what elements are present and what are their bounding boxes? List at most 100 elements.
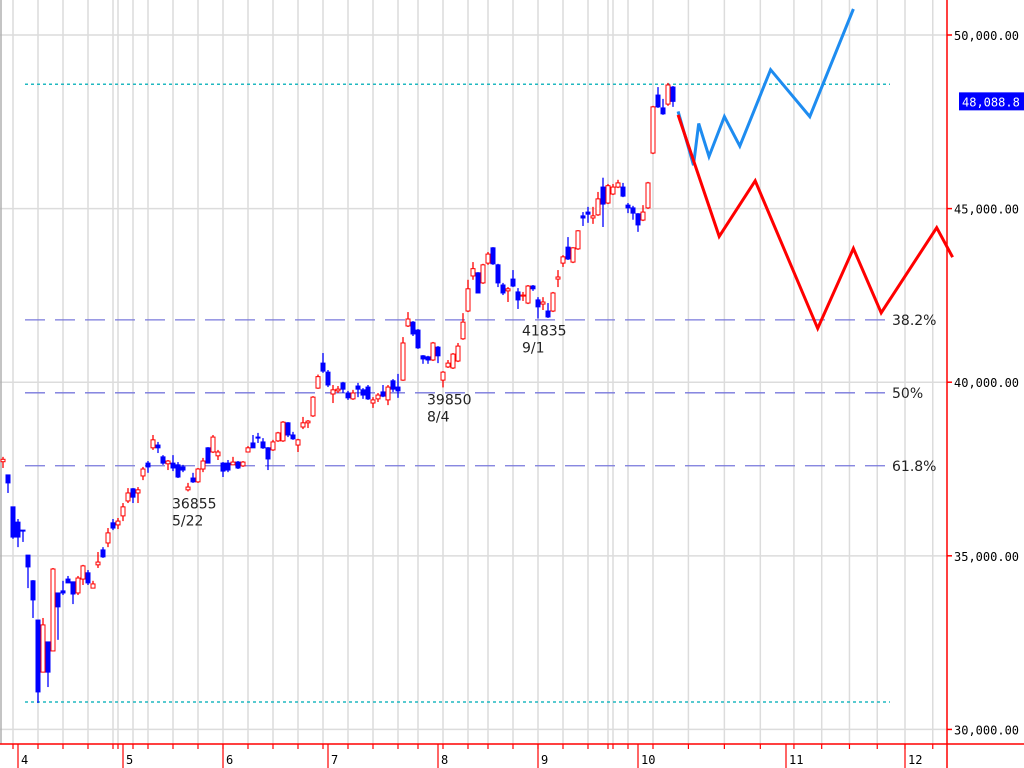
candle-body <box>195 468 201 483</box>
candle <box>20 529 26 542</box>
candle-body <box>60 590 66 594</box>
candle-body <box>535 299 541 308</box>
candle <box>35 619 41 704</box>
candle-body <box>320 362 326 372</box>
candle <box>85 570 91 585</box>
candle <box>305 420 311 429</box>
candle <box>290 431 296 440</box>
fib-label: 50% <box>892 386 923 402</box>
candle <box>575 230 581 250</box>
candle <box>195 467 201 483</box>
candle <box>285 422 291 438</box>
candle <box>55 592 61 640</box>
candle-body <box>130 488 136 498</box>
candle <box>15 519 21 548</box>
candle-body <box>140 468 146 477</box>
candle <box>25 554 31 589</box>
candle-body <box>205 447 211 464</box>
x-month-label: 8 <box>441 753 448 767</box>
candle <box>635 213 641 232</box>
candle <box>235 461 241 470</box>
candle-body <box>540 301 546 305</box>
candle-body <box>220 462 226 472</box>
candle <box>510 270 516 288</box>
y-tick-label: 35,000.00 <box>954 550 1019 564</box>
low-price-label: 39850 <box>427 392 472 408</box>
candle <box>250 434 256 449</box>
projection-lines <box>676 8 954 333</box>
candle-body <box>75 577 81 594</box>
candle <box>550 291 556 313</box>
candle <box>525 284 531 305</box>
candles <box>0 82 676 704</box>
candle <box>125 488 131 504</box>
candle-body <box>525 285 531 304</box>
candle-body <box>640 211 646 221</box>
candle <box>295 438 301 452</box>
candle <box>335 386 341 393</box>
x-month-label: 11 <box>789 753 803 767</box>
candle <box>350 389 356 400</box>
candle <box>145 461 151 473</box>
candle <box>300 416 306 430</box>
candle <box>120 503 126 522</box>
candle <box>445 359 451 368</box>
candle-body <box>405 318 411 327</box>
candle <box>670 86 676 107</box>
low-price-label: 41835 <box>522 323 567 339</box>
candle-body <box>85 572 91 584</box>
candle-body <box>560 256 566 264</box>
candle <box>50 567 56 652</box>
candle-body <box>415 329 421 349</box>
candle <box>460 313 466 340</box>
candle <box>325 370 331 388</box>
candle <box>150 434 156 450</box>
candle <box>405 312 411 328</box>
candle-body <box>145 462 151 468</box>
last-price-box <box>959 92 1024 111</box>
candle <box>260 438 266 449</box>
candle-body <box>625 204 631 209</box>
candle-body <box>105 532 111 544</box>
candle-body <box>385 386 391 401</box>
candle <box>105 528 111 548</box>
candle-body <box>25 554 31 568</box>
candle-body <box>620 186 626 197</box>
candle <box>620 182 626 198</box>
candle-body <box>175 464 181 478</box>
y-tick-label: 40,000.00 <box>954 376 1019 390</box>
candle <box>410 321 416 337</box>
candle <box>435 346 441 364</box>
candle <box>625 203 631 214</box>
candle-body <box>490 247 496 265</box>
candle <box>590 206 596 224</box>
candle <box>110 519 116 531</box>
candle <box>380 384 386 398</box>
candle <box>210 434 216 454</box>
candle <box>225 459 231 473</box>
candle <box>370 397 376 408</box>
candle-body <box>5 474 11 484</box>
candle <box>650 105 656 155</box>
candle <box>80 564 86 585</box>
candle <box>515 288 521 309</box>
candle <box>30 580 36 618</box>
candle-body <box>445 362 451 368</box>
candle-body <box>660 107 666 115</box>
candle <box>660 98 666 115</box>
candle <box>565 237 571 260</box>
candle-body <box>180 466 186 471</box>
candle <box>130 488 136 504</box>
candle <box>400 337 406 381</box>
candle-body <box>255 436 261 439</box>
candle-body <box>510 278 516 287</box>
candle <box>645 181 651 209</box>
candle-body <box>520 294 526 297</box>
x-month-label: 12 <box>908 753 922 767</box>
candle-body <box>185 486 191 491</box>
candle-body <box>400 342 406 381</box>
candle <box>240 461 246 467</box>
candle-body <box>230 461 236 466</box>
candle <box>480 263 486 284</box>
